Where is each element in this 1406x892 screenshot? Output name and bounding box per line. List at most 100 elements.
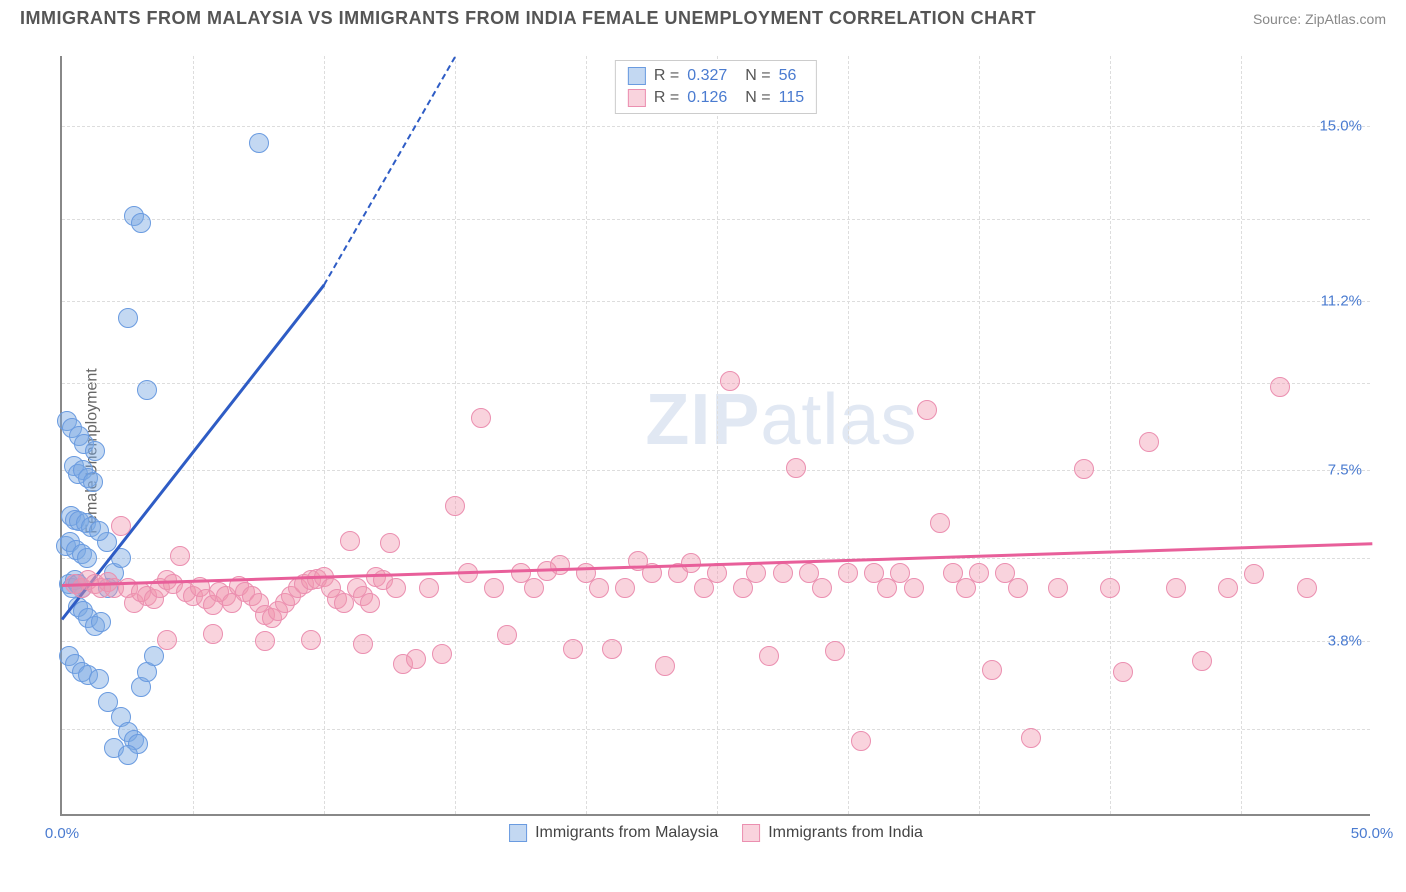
scatter-point [1139, 432, 1159, 452]
legend-swatch-india [628, 89, 646, 107]
scatter-point [1100, 578, 1120, 598]
scatter-point [203, 624, 223, 644]
gridline-vertical [324, 56, 325, 814]
scatter-point [249, 133, 269, 153]
plot-area: ZIPatlas R = 0.327 N = 56 R = 0.126 N = … [60, 56, 1370, 816]
gridline-horizontal [62, 126, 1370, 127]
scatter-point [118, 745, 138, 765]
scatter-point [930, 513, 950, 533]
legend-row-malaysia: R = 0.327 N = 56 [628, 65, 804, 87]
scatter-point [1074, 459, 1094, 479]
scatter-point [524, 578, 544, 598]
scatter-point [589, 578, 609, 598]
scatter-point [917, 400, 937, 420]
scatter-point [1270, 377, 1290, 397]
scatter-point [982, 660, 1002, 680]
gridline-horizontal [62, 470, 1370, 471]
chart-header: IMMIGRANTS FROM MALAYSIA VS IMMIGRANTS F… [0, 0, 1406, 33]
legend-series-item: Immigrants from India [742, 824, 923, 842]
gridline-horizontal [62, 219, 1370, 220]
scatter-point [386, 578, 406, 598]
legend-series-item: Immigrants from Malaysia [509, 824, 718, 842]
scatter-point [89, 669, 109, 689]
gridline-horizontal [62, 383, 1370, 384]
scatter-point [1166, 578, 1186, 598]
gridline-vertical [848, 56, 849, 814]
chart-title: IMMIGRANTS FROM MALAYSIA VS IMMIGRANTS F… [20, 8, 1036, 29]
gridline-horizontal [62, 558, 1370, 559]
scatter-point [484, 578, 504, 598]
legend-r-value-india: 0.126 [687, 89, 727, 107]
scatter-point [380, 533, 400, 553]
legend-series-label: Immigrants from India [768, 824, 923, 842]
scatter-point [1192, 651, 1212, 671]
scatter-point [83, 472, 103, 492]
scatter-point [851, 731, 871, 751]
scatter-point [1113, 662, 1133, 682]
scatter-point [157, 630, 177, 650]
scatter-point [85, 441, 105, 461]
legend-row-india: R = 0.126 N = 115 [628, 87, 804, 109]
scatter-point [969, 563, 989, 583]
scatter-point [353, 634, 373, 654]
x-tick-label: 0.0% [45, 825, 79, 842]
gridline-horizontal [62, 729, 1370, 730]
gridline-vertical [1241, 56, 1242, 814]
scatter-point [301, 630, 321, 650]
watermark: ZIPatlas [645, 379, 917, 461]
scatter-point [497, 625, 517, 645]
scatter-point [786, 458, 806, 478]
legend-n-label: N = [745, 67, 770, 85]
y-tick-label: 3.8% [1328, 633, 1362, 650]
scatter-point [812, 578, 832, 598]
scatter-point [91, 612, 111, 632]
scatter-point [825, 641, 845, 661]
scatter-point [77, 548, 97, 568]
legend-correlation-box: R = 0.327 N = 56 R = 0.126 N = 115 [615, 60, 817, 114]
scatter-point [759, 646, 779, 666]
legend-n-value-malaysia: 56 [779, 67, 797, 85]
scatter-point [773, 563, 793, 583]
scatter-point [89, 521, 109, 541]
scatter-point [445, 496, 465, 516]
scatter-point [432, 644, 452, 664]
legend-swatch [742, 824, 760, 842]
legend-r-label: R = [654, 89, 679, 107]
scatter-point [1008, 578, 1028, 598]
chart-container: Female Unemployment ZIPatlas R = 0.327 N… [50, 56, 1386, 846]
legend-series-box: Immigrants from Malaysia Immigrants from … [509, 824, 923, 842]
chart-source: Source: ZipAtlas.com [1253, 11, 1386, 27]
scatter-point [746, 563, 766, 583]
scatter-point [170, 546, 190, 566]
scatter-point [615, 578, 635, 598]
legend-swatch [509, 824, 527, 842]
scatter-point [904, 578, 924, 598]
legend-n-label: N = [745, 89, 770, 107]
y-tick-label: 11.2% [1321, 292, 1362, 309]
scatter-point [720, 371, 740, 391]
gridline-vertical [717, 56, 718, 814]
scatter-point [655, 656, 675, 676]
scatter-point [1244, 564, 1264, 584]
scatter-point [1021, 728, 1041, 748]
scatter-point [419, 578, 439, 598]
scatter-point [137, 380, 157, 400]
scatter-point [471, 408, 491, 428]
scatter-point [550, 555, 570, 575]
gridline-vertical [586, 56, 587, 814]
scatter-point [1297, 578, 1317, 598]
gridline-vertical [193, 56, 194, 814]
scatter-point [602, 639, 622, 659]
scatter-point [118, 308, 138, 328]
y-tick-label: 7.5% [1328, 462, 1362, 479]
legend-r-value-malaysia: 0.327 [687, 67, 727, 85]
legend-series-label: Immigrants from Malaysia [535, 824, 718, 842]
scatter-point [360, 593, 380, 613]
gridline-vertical [979, 56, 980, 814]
legend-r-label: R = [654, 67, 679, 85]
legend-swatch-malaysia [628, 67, 646, 85]
scatter-point [111, 516, 131, 536]
scatter-point [131, 213, 151, 233]
gridline-horizontal [62, 301, 1370, 302]
scatter-point [563, 639, 583, 659]
